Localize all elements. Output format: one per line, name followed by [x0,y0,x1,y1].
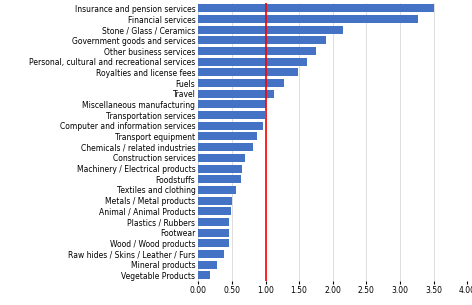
Bar [198,260,217,269]
Bar [198,218,229,226]
Bar [198,228,229,237]
Bar [198,271,211,279]
Bar [198,164,242,173]
Bar [198,175,241,183]
Bar [198,58,307,66]
Bar [198,111,265,119]
Bar [198,47,316,55]
Bar [198,79,284,87]
Bar [198,154,245,162]
Bar [198,207,230,215]
Bar [198,100,266,109]
Bar [198,68,298,77]
Bar [198,250,224,258]
Bar [198,186,236,194]
Bar [198,196,232,205]
Bar [198,132,257,141]
Bar [198,122,263,130]
Bar [198,4,434,13]
Bar [198,143,253,151]
Bar [198,15,418,23]
Bar [198,26,343,34]
Bar [198,36,326,45]
Bar [198,239,229,247]
Bar [198,90,274,98]
